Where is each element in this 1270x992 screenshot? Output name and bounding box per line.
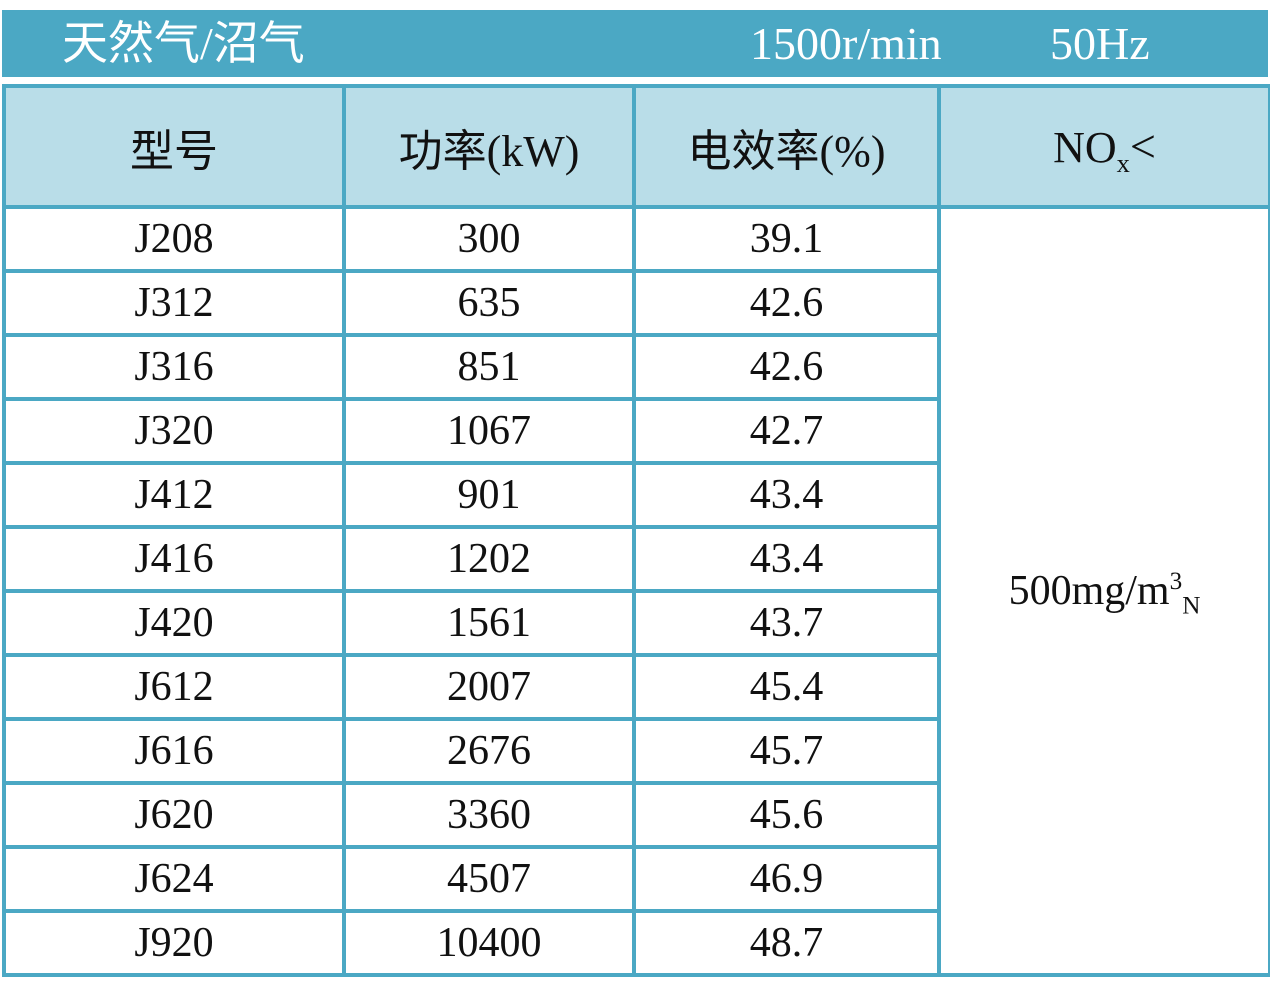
efficiency-cell: 48.7	[632, 909, 941, 977]
table-row: J412 901 43.4	[2, 461, 1270, 529]
power-cell: 4507	[342, 845, 636, 913]
model-cell: J208	[2, 205, 346, 273]
power-cell: 2007	[342, 653, 636, 721]
table-row: J208 300 39.1 500mg/m3N	[2, 205, 1270, 977]
power-cell: 1561	[342, 589, 636, 657]
power-cell: 1202	[342, 525, 636, 593]
nox-limit-superscript: 3	[1169, 568, 1183, 595]
col-header-model: 型号	[2, 84, 346, 209]
model-cell: J920	[2, 909, 346, 977]
model-cell: J624	[2, 845, 346, 913]
table-row: J420 1561 43.7	[2, 589, 1270, 657]
efficiency-cell: 43.4	[632, 461, 941, 529]
power-cell: 851	[342, 333, 636, 401]
power-cell: 2676	[342, 717, 636, 785]
spec-table: 型号 功率(kW) 电效率(%) NOx< J208 300 39.1 500m…	[2, 84, 1270, 977]
nox-limit-value: 500mg/m	[1008, 568, 1170, 614]
power-cell: 3360	[342, 781, 636, 849]
model-cell: J420	[2, 589, 346, 657]
efficiency-cell: 45.7	[632, 717, 941, 785]
efficiency-cell: 45.4	[632, 653, 941, 721]
efficiency-cell: 43.4	[632, 525, 941, 593]
table-row: J320 1067 42.7	[2, 397, 1270, 465]
title-engine-speed: 1500r/min	[750, 17, 942, 69]
less-than-sign: <	[1129, 121, 1156, 172]
power-cell: 901	[342, 461, 636, 529]
table-row: J920 10400 48.7	[2, 909, 1270, 977]
col-header-efficiency: 电效率(%)	[632, 84, 941, 209]
efficiency-cell: 46.9	[632, 845, 941, 913]
power-cell: 1067	[342, 397, 636, 465]
title-bar: 天然气/沼气 1500r/min 50Hz	[2, 10, 1268, 77]
col-header-power: 功率(kW)	[342, 84, 636, 209]
table-row: J620 3360 45.6	[2, 781, 1270, 849]
model-cell: J612	[2, 653, 346, 721]
model-cell: J312	[2, 269, 346, 337]
table-row: J312 635 42.6	[2, 269, 1270, 337]
efficiency-cell: 42.6	[632, 333, 941, 401]
title-frequency: 50Hz	[1050, 17, 1150, 69]
table-row: J612 2007 45.4	[2, 653, 1270, 721]
nox-symbol: NO	[1053, 123, 1117, 172]
efficiency-cell: 42.6	[632, 269, 941, 337]
table-row: J316 851 42.6	[2, 333, 1270, 401]
model-cell: J620	[2, 781, 346, 849]
nox-subscript: x	[1116, 147, 1130, 178]
header-row: 型号 功率(kW) 电效率(%) NOx<	[2, 84, 1270, 209]
model-cell: J616	[2, 717, 346, 785]
title-fuel-type: 天然气/沼气	[62, 17, 305, 69]
power-cell: 635	[342, 269, 636, 337]
table-row: J624 4507 46.9	[2, 845, 1270, 913]
col-header-nox: NOx<	[937, 84, 1270, 209]
efficiency-cell: 42.7	[632, 397, 941, 465]
nox-limit-cell: 500mg/m3N	[937, 205, 1270, 977]
model-cell: J412	[2, 461, 346, 529]
power-cell: 300	[342, 205, 636, 273]
model-cell: J316	[2, 333, 346, 401]
power-cell: 10400	[342, 909, 636, 977]
efficiency-cell: 39.1	[632, 205, 941, 273]
efficiency-cell: 43.7	[632, 589, 941, 657]
title-table-gap	[2, 77, 1268, 84]
table-row: J416 1202 43.4	[2, 525, 1270, 593]
nox-limit-subscript: N	[1182, 592, 1201, 620]
efficiency-cell: 45.6	[632, 781, 941, 849]
table-row: J616 2676 45.7	[2, 717, 1270, 785]
model-cell: J416	[2, 525, 346, 593]
model-cell: J320	[2, 397, 346, 465]
